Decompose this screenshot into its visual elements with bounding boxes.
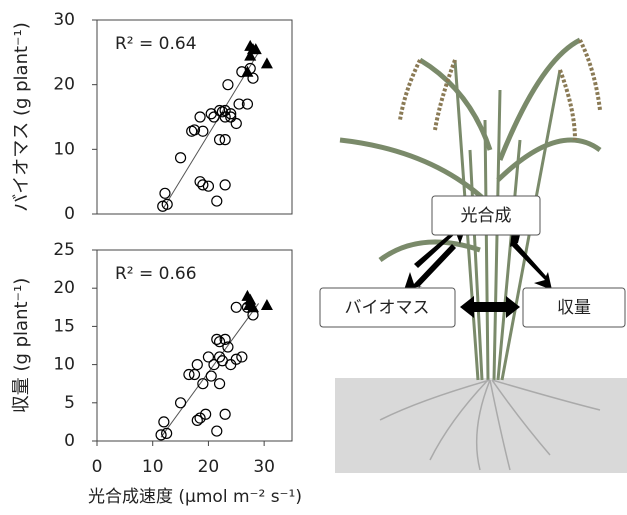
point <box>195 112 205 122</box>
point <box>192 360 202 370</box>
y-tick-label: 10 <box>53 355 75 375</box>
point <box>159 417 169 427</box>
point <box>203 181 213 191</box>
point <box>220 409 230 419</box>
point <box>212 426 222 436</box>
x-tick-label: 10 <box>142 457 164 477</box>
x-axis-label: 光合成速度 (μmol m⁻² s⁻¹) <box>88 487 302 507</box>
y-tick-label: 5 <box>64 393 75 413</box>
arrow <box>510 240 552 290</box>
diagram-label: 光合成 <box>461 206 512 226</box>
figure: 光合成 バイオマス 収量 0 10 20 30 R² = 0.64 バイオマス (g pl… <box>0 0 627 511</box>
y-tick-label: 30 <box>53 10 75 30</box>
diagram-label: バイオマス <box>345 298 430 318</box>
point <box>261 57 273 68</box>
arrow <box>460 296 520 318</box>
x-tick-label: 0 <box>92 457 103 477</box>
y-tick-label: 0 <box>64 431 75 451</box>
x-tick-label: 20 <box>198 457 220 477</box>
point <box>231 302 241 312</box>
point <box>176 153 186 163</box>
y-axis-label: 収量 (g plant⁻¹) <box>11 278 32 414</box>
point <box>206 371 216 381</box>
y-tick-label: 0 <box>64 204 75 224</box>
point <box>215 379 225 389</box>
y-tick-label: 15 <box>53 316 75 336</box>
point <box>231 354 241 364</box>
y-axis-label: バイオマス (g plant⁻¹) <box>11 22 32 212</box>
annotation: R² = 0.64 <box>115 34 197 54</box>
point <box>212 196 222 206</box>
point <box>176 398 186 408</box>
point <box>231 118 241 128</box>
y-tick-label: 25 <box>53 240 75 260</box>
diagram-label: 収量 <box>557 298 591 318</box>
point <box>160 188 170 198</box>
ground <box>335 378 627 473</box>
x-tick-label: 30 <box>253 457 275 477</box>
y-tick-label: 10 <box>53 139 75 159</box>
y-tick-label: 20 <box>53 278 75 298</box>
point <box>226 360 236 370</box>
point <box>237 352 247 362</box>
point <box>220 180 230 190</box>
annotation: R² = 0.66 <box>115 264 197 284</box>
y-tick-label: 20 <box>53 75 75 95</box>
point <box>261 299 273 310</box>
point <box>223 80 233 90</box>
